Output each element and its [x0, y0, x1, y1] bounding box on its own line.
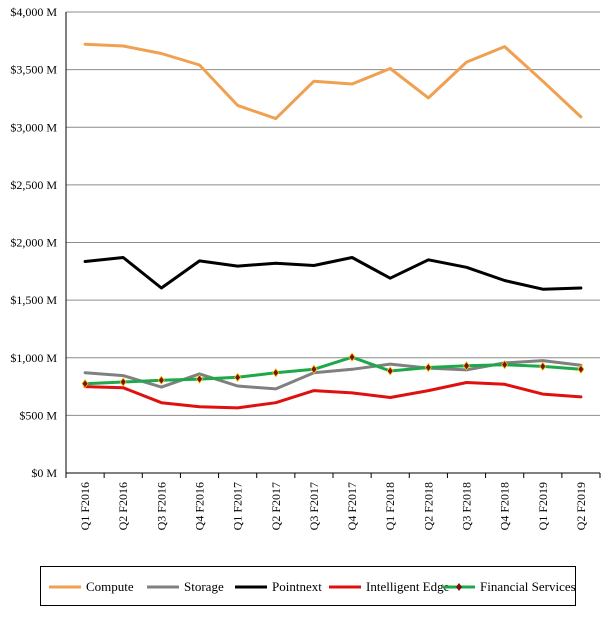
y-tick-label: $2,000 M: [10, 236, 57, 250]
legend-swatch-intelligent-edge: [329, 585, 361, 589]
series-line-compute: [83, 42, 583, 121]
y-tick-labels: $0 M $500 M $1,000 M $1,500 M $2,000 M $2,500…: [10, 5, 57, 480]
legend: Compute Storage Pointnext Intelligent Ed…: [40, 566, 576, 606]
legend-label-financial-services: Financial Services: [480, 579, 576, 594]
x-tick-label: Q2 F2016: [116, 482, 130, 530]
x-tick-label: Q4 F2017: [345, 482, 359, 530]
legend-swatch-financial-services: [443, 583, 475, 591]
legend-item-compute: Compute: [47, 578, 134, 596]
data-point-financial-services: [501, 359, 509, 370]
legend-item-financial-services: Financial Services: [441, 578, 576, 596]
x-tick-label: Q2 F2019: [574, 482, 588, 530]
data-point-financial-services: [424, 362, 432, 373]
x-tick-label: Q3 F2016: [154, 482, 168, 530]
gridlines: [66, 11, 600, 416]
x-tick-label: Q1 F2018: [383, 482, 397, 530]
x-tick-label: Q4 F2016: [193, 482, 207, 530]
data-point-financial-services: [81, 379, 89, 389]
data-point-financial-services: [157, 375, 165, 385]
legend-swatch-pointnext: [235, 585, 267, 589]
data-point-financial-services: [386, 366, 394, 376]
legend-label-storage: Storage: [184, 579, 224, 594]
y-tick-label: $2,500 M: [10, 178, 57, 192]
y-tick-label: $1,000 M: [10, 351, 57, 365]
legend-label-compute: Compute: [86, 579, 134, 594]
data-point-financial-services: [539, 361, 547, 372]
series-line-pointnext: [83, 256, 583, 291]
line-chart-plot: $0 M $500 M $1,000 M $1,500 M $2,000 M $2,500…: [10, 5, 601, 530]
x-tick-label: Q3 F2018: [460, 482, 474, 530]
x-tick-label: Q4 F2018: [498, 482, 512, 530]
x-tick-labels: Q1 F2016 Q2 F2016 Q3 F2016 Q4 F2016 Q1 F2017…: [78, 482, 588, 530]
x-tick-label: Q2 F2017: [269, 482, 283, 530]
legend-swatch-compute: [49, 585, 81, 589]
y-tick-label: $4,000 M: [10, 5, 57, 19]
legend-item-intelligent-edge: Intelligent Edge: [327, 578, 449, 596]
axes: [65, 12, 601, 478]
data-point-financial-services: [348, 352, 356, 362]
x-tick-label: Q3 F2017: [307, 482, 321, 530]
y-tick-label: $500 M: [19, 408, 57, 422]
y-tick-label: $3,500 M: [10, 63, 57, 77]
y-tick-label: $3,000 M: [10, 120, 57, 134]
series-line-intelligent-edge: [83, 381, 583, 410]
legend-label-intelligent-edge: Intelligent Edge: [366, 579, 450, 594]
x-tick-label: Q1 F2019: [536, 482, 550, 530]
legend-item-pointnext: Pointnext: [233, 578, 322, 596]
series-lines: [81, 42, 585, 410]
y-tick-label: $0 M: [31, 466, 57, 480]
legend-item-storage: Storage: [145, 578, 224, 596]
data-point-financial-services: [272, 368, 280, 378]
data-point-financial-services: [577, 364, 585, 374]
legend-swatch-storage: [147, 585, 179, 589]
series-line-financial-services: [83, 355, 583, 386]
data-point-financial-services: [234, 372, 242, 383]
x-tick-label: Q1 F2017: [231, 482, 245, 530]
y-tick-label: $1,500 M: [10, 293, 57, 307]
data-point-financial-services: [310, 364, 318, 374]
data-point-financial-services: [463, 361, 470, 371]
x-tick-label: Q1 F2016: [78, 482, 92, 530]
legend-label-pointnext: Pointnext: [272, 579, 322, 594]
data-point-financial-services: [119, 377, 127, 387]
x-tick-label: Q2 F2018: [421, 482, 435, 530]
data-point-financial-services: [196, 374, 203, 384]
